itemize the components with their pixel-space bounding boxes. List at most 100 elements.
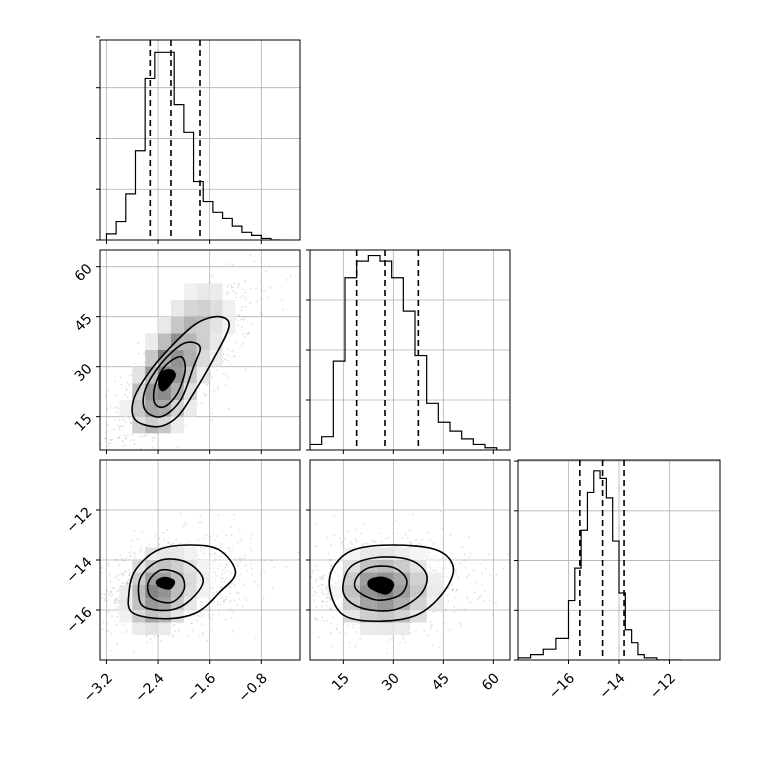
scatter-point (201, 632, 204, 634)
scatter-point (151, 439, 154, 442)
scatter-point (128, 551, 131, 554)
scatter-point (236, 286, 239, 289)
scatter-point (415, 539, 417, 541)
scatter-point (265, 270, 268, 273)
scatter-point (117, 437, 120, 440)
scatter-point (451, 589, 454, 591)
scatter-point (227, 359, 229, 362)
scatter-point (351, 543, 354, 545)
scatter-point (220, 578, 223, 581)
scatter-point (122, 441, 125, 443)
scatter-point (266, 297, 269, 299)
scatter-point (145, 434, 147, 437)
scatter-point (219, 565, 222, 567)
scatter-point (229, 600, 232, 603)
scatter-point (434, 541, 437, 544)
density-cell (426, 585, 444, 598)
scatter-point (263, 290, 266, 292)
scatter-point (333, 534, 335, 537)
scatter-point (262, 597, 265, 600)
scatter-point (106, 589, 109, 592)
scatter-point (200, 402, 203, 405)
scatter-point (115, 598, 117, 601)
density-cell (183, 585, 197, 598)
scatter-point (338, 560, 341, 563)
contour-line (342, 556, 428, 612)
scatter-point (106, 600, 109, 602)
scatter-point (104, 437, 107, 440)
scatter-point (206, 600, 209, 603)
scatter-point (128, 383, 131, 386)
scatter-point (250, 562, 252, 565)
scatter-point (115, 476, 117, 478)
scatter-point (243, 570, 245, 572)
scatter-point (126, 381, 128, 384)
scatter-point (213, 566, 215, 569)
scatter-point (101, 593, 103, 595)
scatter-point (129, 546, 132, 548)
y-tick-label: −12 (63, 504, 95, 536)
scatter-point (217, 603, 219, 606)
scatter-point (410, 546, 413, 548)
scatter-point (196, 403, 199, 406)
density-cell (360, 597, 377, 610)
scatter-point (133, 439, 135, 442)
scatter-point (229, 585, 231, 588)
density-cell (145, 416, 159, 434)
scatter-point (218, 558, 221, 561)
scatter-point (428, 564, 430, 567)
density-cell (222, 300, 236, 317)
scatter-point (216, 386, 219, 388)
scatter-point (227, 284, 230, 286)
scatter-point (200, 521, 203, 524)
scatter-point (444, 567, 446, 569)
axis-frame (309, 249, 511, 451)
scatter-point (177, 630, 180, 633)
scatter-point (325, 604, 328, 607)
scatter-point (237, 557, 240, 560)
scatter-point (233, 583, 236, 586)
scatter-point (340, 580, 342, 583)
scatter-point (92, 581, 94, 583)
density-cell (410, 560, 427, 573)
scatter-point (255, 300, 258, 303)
scatter-point (338, 605, 340, 608)
scatter-point (231, 333, 233, 336)
density-cell (145, 597, 159, 610)
scatter-point (209, 536, 211, 538)
density-cell (145, 350, 159, 367)
scatter-point (222, 353, 225, 356)
scatter-point (217, 567, 219, 570)
scatter-point (394, 545, 397, 548)
scatter-point (488, 599, 491, 602)
scatter-point (117, 485, 119, 487)
density-cell (119, 610, 133, 623)
scatter-point (196, 615, 199, 617)
scatter-point (226, 375, 229, 378)
scatter-point (84, 482, 86, 484)
scatter-point (145, 641, 148, 644)
scatter-point (263, 571, 266, 574)
scatter-point (203, 547, 206, 549)
scatter-point (426, 555, 429, 558)
scatter-point (291, 600, 293, 602)
scatter-point (168, 541, 170, 544)
scatter-point (127, 578, 130, 581)
scatter-point (216, 589, 219, 592)
scatter-point (129, 439, 132, 442)
scatter-point (208, 552, 211, 555)
scatter-point (225, 596, 228, 599)
scatter-point (111, 453, 113, 455)
scatter-point (333, 514, 336, 517)
scatter-point (214, 574, 217, 577)
scatter-point (249, 546, 251, 549)
contour-line (353, 565, 408, 601)
x-tick-label: −1.6 (184, 670, 219, 705)
scatter-point (465, 575, 468, 578)
scatter-point (474, 581, 477, 584)
density-panel-0 (84, 249, 301, 487)
scatter-point (230, 582, 233, 585)
axis-frame (99, 39, 301, 241)
scatter-point (132, 651, 135, 654)
scatter-point (126, 396, 129, 399)
